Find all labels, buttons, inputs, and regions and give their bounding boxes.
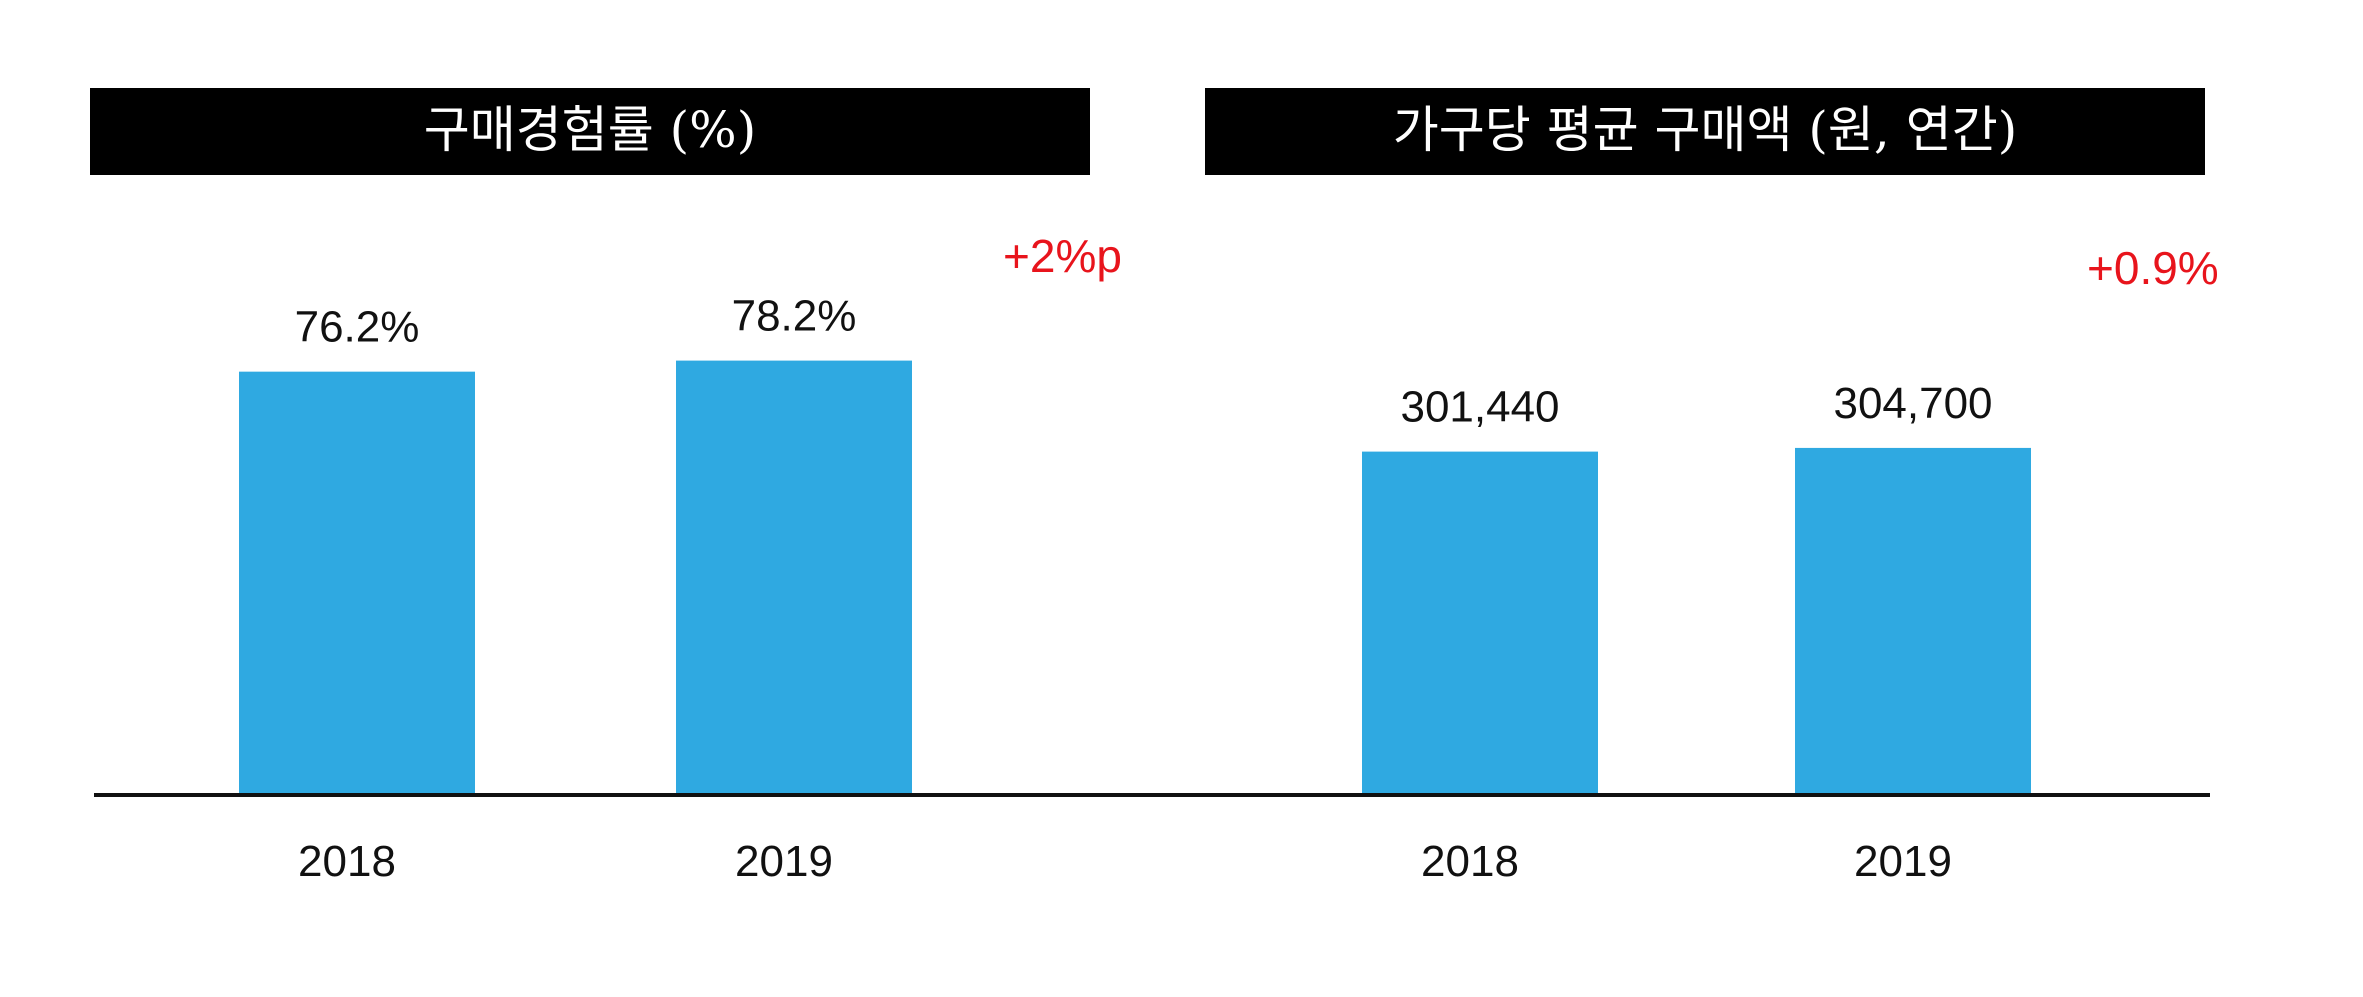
panel-title: 구매경험률 (%)	[424, 101, 756, 159]
bar-2018	[1362, 451, 1598, 793]
bar-2019	[676, 360, 912, 793]
value-labels: 301,440 304,700	[1400, 379, 1992, 432]
value-labels: 76.2% 78.2%	[295, 292, 857, 352]
panel-purchase-rate: 구매경험률 (%) 76.2% 78.2% 2018 2019 +2%p	[90, 88, 1122, 886]
bars	[1362, 447, 2031, 793]
value-label-2018: 301,440	[1400, 383, 1559, 432]
change-label: +2%p	[1003, 230, 1122, 282]
bar-2019	[1795, 447, 2031, 793]
value-label-2019: 304,700	[1833, 379, 1992, 428]
tick-label-2019: 2019	[1854, 837, 1952, 886]
change-label: +0.9%	[2087, 242, 2219, 294]
panel-title-background	[1205, 88, 2205, 175]
value-label-2018: 76.2%	[295, 303, 420, 352]
value-label-2019: 78.2%	[732, 292, 857, 341]
tick-label-2018: 2018	[1421, 837, 1519, 886]
bar-2018	[239, 371, 475, 793]
panel-average-purchase: 가구당 평균 구매액 (원, 연간) 301,440 304,700 2018 20…	[1205, 88, 2219, 886]
tick-label-2018: 2018	[298, 837, 396, 886]
panel-title: 가구당 평균 구매액 (원, 연간)	[1393, 101, 2017, 159]
tick-label-2019: 2019	[735, 837, 833, 886]
tick-labels: 2018 2019	[298, 837, 833, 886]
bars	[239, 360, 912, 793]
panel-title-background	[90, 88, 1090, 175]
tick-labels: 2018 2019	[1421, 837, 1952, 886]
